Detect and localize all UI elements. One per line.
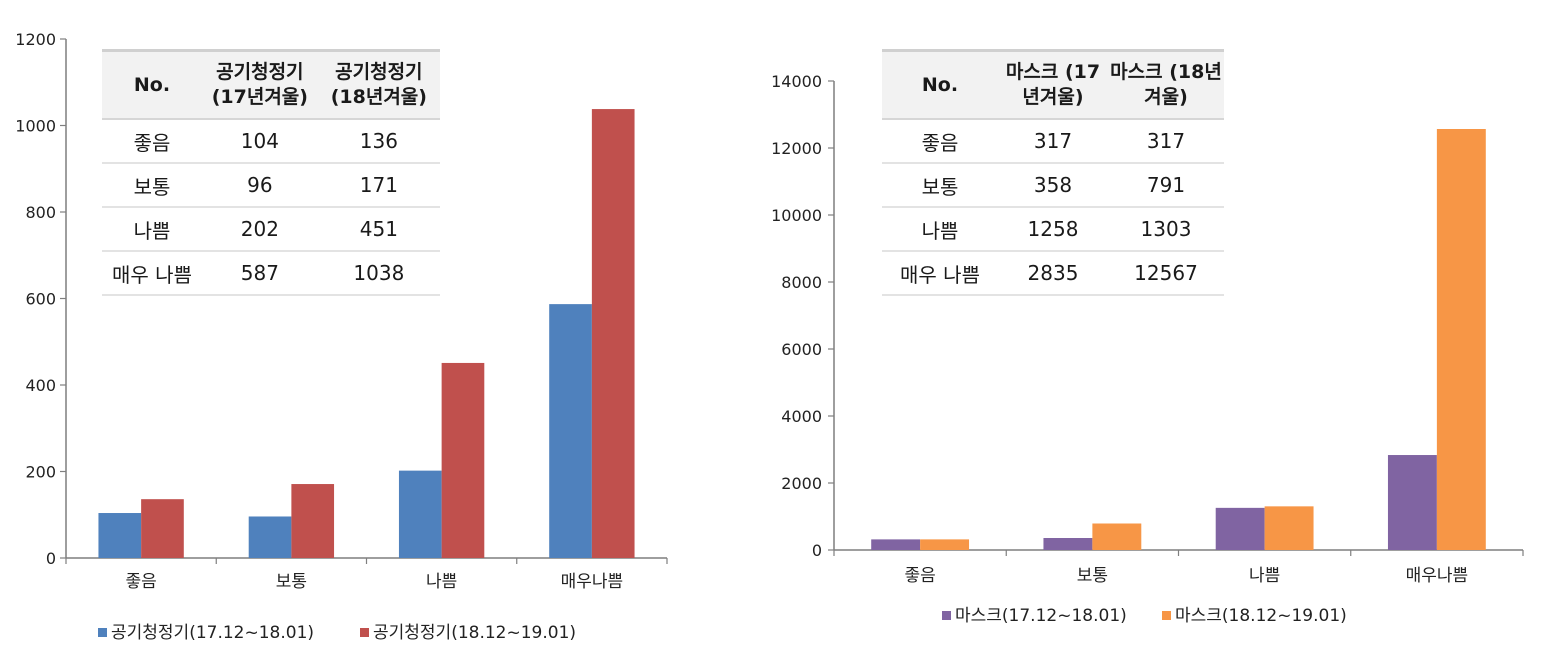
row-label: 좋음 [882,119,998,164]
cell-18: 171 [317,163,440,208]
x-category-label: 매우나쁨 [1406,566,1469,586]
table-header-18: 공기청정기 (18년겨울) [317,49,440,120]
table-row: 좋음 317 317 [882,119,1224,164]
bar [248,516,292,558]
y-tick-label: 1200 [15,30,56,49]
cell-18: 317 [1107,119,1224,164]
table-row: 보통 96 171 [102,163,440,208]
cell-17: 96 [202,163,318,208]
cell-17: 317 [998,119,1108,164]
table-row: 좋음 104 136 [102,119,440,164]
bar [920,539,970,550]
legend-label: 공기청정기(18.12~19.01) [373,623,576,643]
air-purifier-data-table: No. 공기청정기 (17년겨울) 공기청정기 (18년겨울) 좋음 104 1… [102,49,440,296]
y-tick-label: 200 [25,463,56,482]
mask-data-table: No. 마스크 (17년겨울) 마스크 (18년겨울) 좋음 317 317 보… [882,49,1224,296]
row-label: 좋음 [102,119,202,164]
row-label: 매우 나쁨 [102,251,202,296]
table-header-no: No. [102,49,202,120]
cell-18: 451 [317,207,440,252]
cell-17: 2835 [998,251,1108,296]
bar [141,499,184,558]
x-category-label: 좋음 [904,566,935,586]
bar [398,470,442,558]
table-row: 매우 나쁨 2835 12567 [882,251,1224,296]
y-tick-label: 4000 [781,407,822,426]
row-label: 매우 나쁨 [882,251,998,296]
cell-18: 12567 [1107,251,1224,296]
legend-swatch [360,628,369,637]
cell-17: 358 [998,163,1108,208]
y-tick-label: 6000 [781,340,822,359]
x-category-label: 보통 [1077,566,1108,586]
cell-18: 136 [317,119,440,164]
bar [549,304,592,558]
bar [1043,538,1093,550]
table-header-18: 마스크 (18년겨울) [1107,49,1224,120]
y-tick-label: 12000 [771,139,822,158]
cell-17: 104 [202,119,318,164]
y-tick-label: 0 [46,549,56,568]
bar [1387,455,1437,550]
y-tick-label: 600 [25,290,56,309]
cell-18: 791 [1107,163,1224,208]
table-row: 나쁨 202 451 [102,207,440,252]
bar [1215,507,1265,550]
bar [591,109,635,558]
x-category-label: 좋음 [125,572,156,592]
bar [1436,129,1486,550]
y-tick-label: 10000 [771,206,822,225]
legend-swatch [98,628,107,637]
cell-18: 1038 [317,251,440,296]
row-label: 보통 [882,163,998,208]
cell-18: 1303 [1107,207,1224,252]
cell-17: 1258 [998,207,1108,252]
x-category-label: 나쁨 [426,572,457,592]
legend-swatch [1162,611,1171,620]
legend-label: 마스크(17.12~18.01) [955,606,1127,626]
cell-17: 587 [202,251,318,296]
legend-swatch [942,611,951,620]
table-header-17: 마스크 (17년겨울) [998,49,1108,120]
table-row: 매우 나쁨 587 1038 [102,251,440,296]
bar [1264,506,1314,550]
table-row: 나쁨 1258 1303 [882,207,1224,252]
bar [291,484,335,558]
legend-label: 마스크(18.12~19.01) [1175,606,1347,626]
bar [1092,523,1142,550]
y-tick-label: 400 [25,376,56,395]
y-tick-label: 1000 [15,117,56,136]
bar [441,362,485,558]
x-category-label: 매우나쁨 [561,572,624,592]
y-tick-label: 0 [812,541,822,560]
y-tick-label: 8000 [781,273,822,292]
table-row: 보통 358 791 [882,163,1224,208]
row-label: 보통 [102,163,202,208]
x-category-label: 나쁨 [1249,566,1280,586]
bar [98,513,142,558]
bar [871,539,921,550]
legend-label: 공기청정기(17.12~18.01) [111,623,314,643]
y-tick-label: 800 [25,203,56,222]
table-header-no: No. [882,49,998,120]
x-category-label: 보통 [276,572,307,592]
table-header-17: 공기청정기 (17년겨울) [202,49,318,120]
cell-17: 202 [202,207,318,252]
row-label: 나쁨 [102,207,202,252]
y-tick-label: 14000 [771,72,822,91]
row-label: 나쁨 [882,207,998,252]
y-tick-label: 2000 [781,474,822,493]
